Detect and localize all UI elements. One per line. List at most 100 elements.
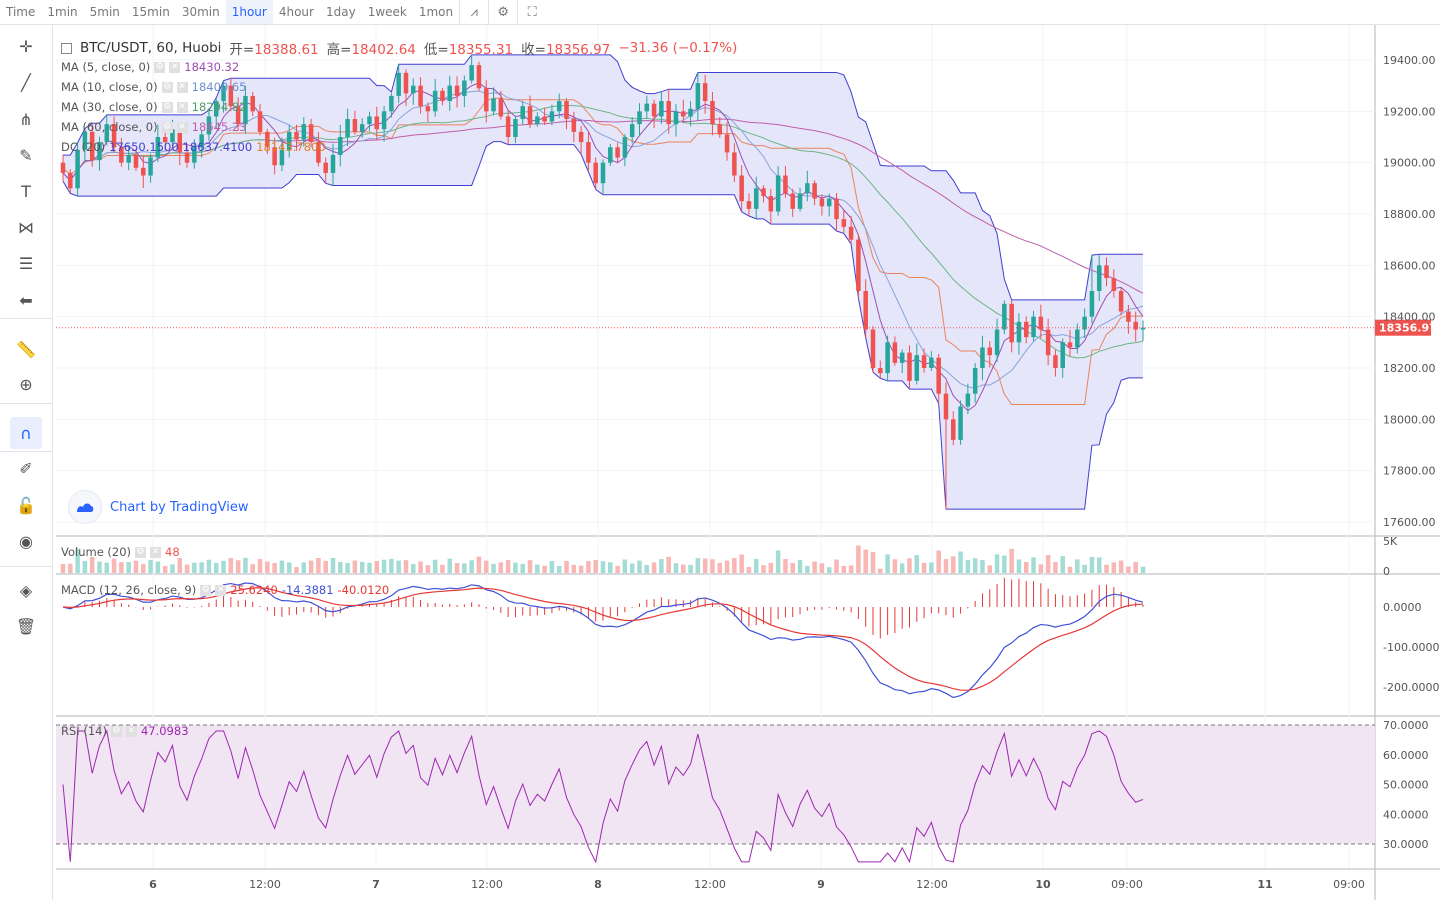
ruler-icon[interactable]: 📏 xyxy=(16,339,36,359)
chart-type-icon[interactable]: ⩘ xyxy=(459,0,488,24)
timeframe-4hour[interactable]: 4hour xyxy=(278,5,314,19)
dc-legend[interactable]: DC (20) 17650.1500 18637.4100 18143.7800 xyxy=(61,140,326,154)
close-icon[interactable]: ✕ xyxy=(176,121,188,133)
text-icon[interactable]: T xyxy=(21,181,31,201)
back-arrow-icon[interactable]: ⬅ xyxy=(19,290,33,310)
settings-icon[interactable]: ⚙ xyxy=(154,61,166,73)
close-icon[interactable]: ✕ xyxy=(125,725,137,737)
volume-bar xyxy=(659,559,664,573)
candle-body xyxy=(761,188,766,197)
candle-body xyxy=(571,119,577,132)
timeframe-1hour[interactable]: 1hour xyxy=(225,0,273,24)
volume-bar xyxy=(535,564,540,573)
volume-bar xyxy=(1060,556,1065,573)
volume-bar xyxy=(549,561,555,573)
settings-icon[interactable]: ⚙ xyxy=(135,546,147,558)
unlock-icon[interactable]: 🔓 xyxy=(16,495,36,515)
ma60-legend[interactable]: MA (60, close, 0) ⚙ ✕ 18645.23 xyxy=(61,120,247,134)
macd-legend[interactable]: MACD (12, 26, close, 9) ⚙ ✕ 25.6240 -14.3881… xyxy=(61,583,390,597)
volume-bar xyxy=(768,562,774,573)
volume-bar xyxy=(148,559,153,573)
crosshair-icon[interactable]: ✛ xyxy=(19,36,33,56)
candle-body xyxy=(177,129,183,153)
lock-drawing-icon[interactable]: ✐ xyxy=(19,458,33,478)
timeframe-1min[interactable]: 1min xyxy=(47,5,78,19)
trash-icon[interactable]: 🗑 xyxy=(15,616,37,636)
candle-body xyxy=(717,124,723,135)
settings-icon[interactable]: ⚙ xyxy=(200,584,212,596)
candle-body xyxy=(965,393,971,407)
volume-bar xyxy=(243,557,248,573)
candle-body xyxy=(892,342,898,363)
candle-body xyxy=(294,131,299,140)
volume-bar xyxy=(724,560,730,573)
volume-bar xyxy=(89,556,95,573)
tradingview-watermark[interactable]: Chart by TradingView xyxy=(68,490,248,524)
zoom-icon[interactable]: ⊕ xyxy=(19,374,33,394)
volume-legend[interactable]: Volume (20) ⚙ ✕ 48 xyxy=(61,545,180,559)
volume-bar xyxy=(673,563,679,573)
volume-bar xyxy=(483,560,489,573)
close-icon[interactable]: ✕ xyxy=(169,61,181,73)
magnet-icon[interactable]: ∩ xyxy=(10,417,42,449)
volume-bar xyxy=(418,561,423,573)
time-axis-label: 9 xyxy=(817,878,825,891)
settings-icon[interactable]: ⚙ xyxy=(161,101,173,113)
settings-icon[interactable]: ⚙ xyxy=(161,81,173,93)
volume-axis-label: 5K xyxy=(1383,535,1398,548)
volume-bar xyxy=(951,556,956,573)
ma10-legend[interactable]: MA (10, close, 0) ⚙ ✕ 18400.65 xyxy=(61,80,247,94)
layers-icon[interactable]: ◈ xyxy=(19,580,33,600)
volume-bar xyxy=(1118,560,1124,573)
volume-bar xyxy=(68,563,73,573)
close-icon[interactable]: ✕ xyxy=(176,101,188,113)
brush-icon[interactable]: ✎ xyxy=(19,145,33,165)
fib-icon[interactable]: ☰ xyxy=(18,253,34,273)
ma30-legend[interactable]: MA (30, close, 0) ⚙ ✕ 18294.82 xyxy=(61,100,247,114)
volume-bar xyxy=(308,560,314,573)
fullscreen-icon[interactable]: ⛶ xyxy=(517,0,546,24)
collapse-icon[interactable] xyxy=(61,42,72,54)
volume-bar xyxy=(702,558,708,573)
timeframe-15min[interactable]: 15min xyxy=(131,5,170,19)
volume-bar xyxy=(615,565,620,573)
timeframe-1week[interactable]: 1week xyxy=(367,5,407,19)
volume-bar xyxy=(396,560,401,573)
timeframe-30min[interactable]: 30min xyxy=(181,5,220,19)
eye-icon[interactable]: ◉ xyxy=(19,531,33,551)
volume-bar xyxy=(753,559,759,573)
settings-icon[interactable]: ⚙ xyxy=(488,0,517,24)
settings-icon[interactable]: ⚙ xyxy=(110,725,122,737)
pitchfork-icon[interactable]: ⋔ xyxy=(19,109,33,129)
candle-body xyxy=(60,162,66,173)
candle-body xyxy=(870,329,876,368)
volume-bar xyxy=(170,564,175,573)
candle-body xyxy=(513,119,518,137)
timeframe-1day[interactable]: 1day xyxy=(325,5,356,19)
close-icon[interactable]: ✕ xyxy=(215,584,227,596)
volume-bar xyxy=(141,564,146,573)
candle-body xyxy=(374,116,380,130)
timeframe-1mon[interactable]: 1mon xyxy=(418,5,454,19)
volume-bar xyxy=(972,558,978,573)
volume-bar xyxy=(571,564,577,573)
candle-body xyxy=(994,329,1000,356)
ma5-legend[interactable]: MA (5, close, 0) ⚙ ✕ 18430.32 xyxy=(61,60,240,74)
rsi-legend[interactable]: RSI (14) ⚙ ✕ 47.0983 xyxy=(61,724,189,738)
settings-icon[interactable]: ⚙ xyxy=(161,121,173,133)
volume-bar xyxy=(717,562,723,573)
time-label: Time xyxy=(6,5,36,19)
pattern-icon[interactable]: ⋈ xyxy=(18,217,34,237)
candle-body xyxy=(432,90,438,112)
price-axis-label: 18800.00 xyxy=(1383,208,1436,221)
price-axis-label: 18000.00 xyxy=(1383,413,1436,426)
volume-bar xyxy=(987,565,993,573)
change-value: −31.36 (−0.17%) xyxy=(618,40,738,56)
candle-body xyxy=(958,406,963,440)
close-icon[interactable]: ✕ xyxy=(176,81,188,93)
trend-line-icon[interactable]: ╱ xyxy=(21,72,31,92)
close-icon[interactable]: ✕ xyxy=(150,546,162,558)
candle-body xyxy=(141,167,146,176)
timeframe-5min[interactable]: 5min xyxy=(89,5,120,19)
